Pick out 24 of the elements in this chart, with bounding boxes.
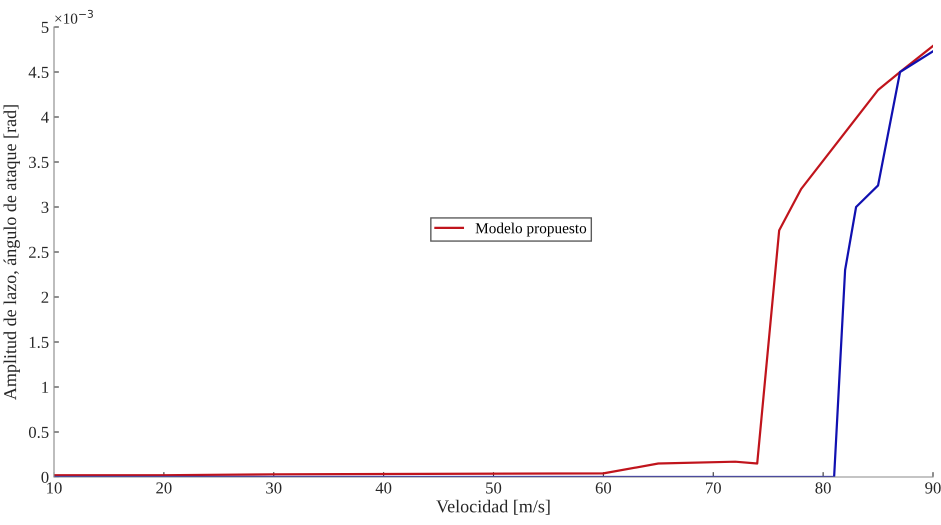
x-tick-label: 20 xyxy=(156,482,172,494)
y-tick-label: 0.5 xyxy=(28,426,48,438)
x-tick-label: 50 xyxy=(486,482,502,494)
x-tick-label: 70 xyxy=(706,482,721,494)
y-tick-label: 2.5 xyxy=(29,246,48,258)
x-tick-label: 80 xyxy=(815,482,831,494)
y-tick-label: 5 xyxy=(42,22,48,33)
y-tick-label: 3 xyxy=(42,202,48,213)
text: ×10$^{−3}$ xyxy=(55,10,93,24)
legend-label: Modelo propuesto xyxy=(476,222,586,236)
y-tick-label: 0 xyxy=(41,472,49,483)
y-axis-title: Amplitud de lazo, ángulo de ataque [rad] xyxy=(4,105,20,400)
y-tick-label: 1 xyxy=(42,382,48,393)
x-tick-label: 60 xyxy=(596,482,612,494)
x-tick-label: 40 xyxy=(376,482,392,494)
x-axis-title: Velocidad [m/s] xyxy=(436,500,550,515)
y-tick-label: 2 xyxy=(42,292,48,303)
x-tick-label: 30 xyxy=(266,482,282,494)
x-tick-label: 10 xyxy=(47,482,62,494)
y-tick-label: 1.5 xyxy=(30,336,48,348)
y-tick-label: 3.5 xyxy=(29,156,48,168)
y-tick-label: 4.5 xyxy=(28,66,48,78)
y-tick-label: 4 xyxy=(41,112,49,123)
x-tick-label: 90 xyxy=(925,482,941,494)
